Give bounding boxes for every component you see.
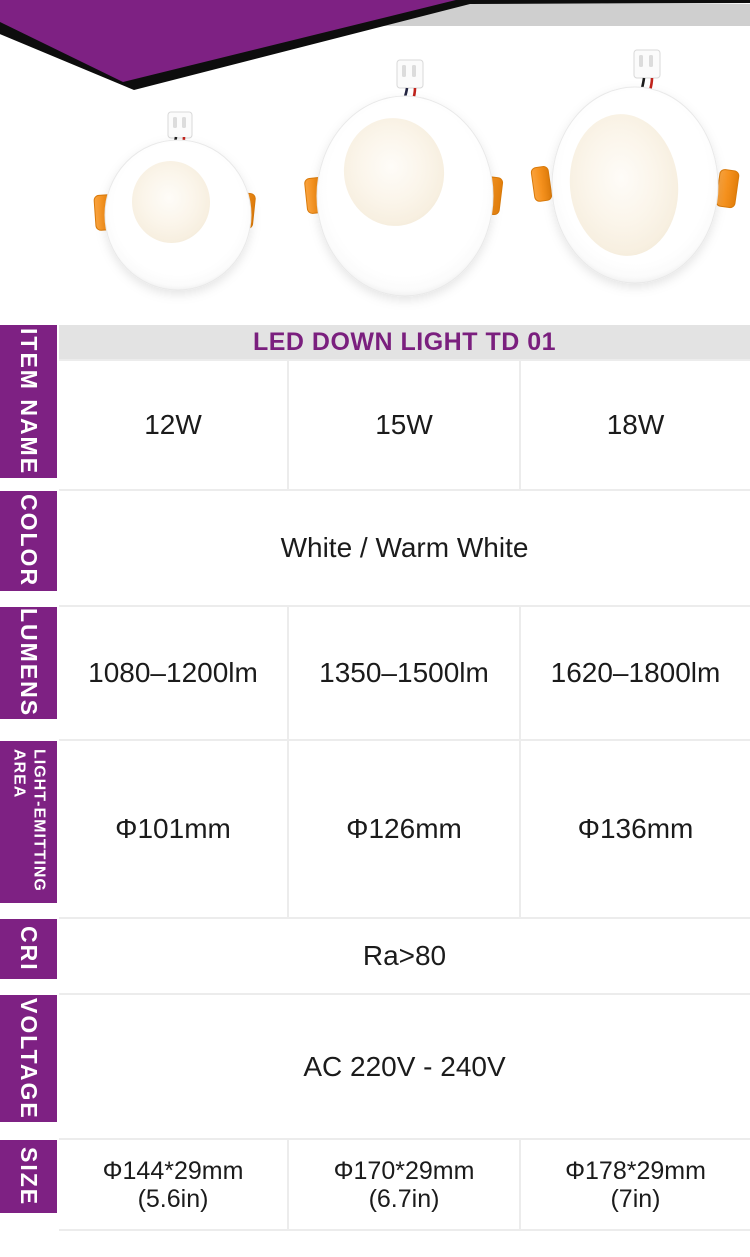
connector-slot bbox=[639, 55, 643, 67]
cell-size-18w: Φ178*29mm (7in) bbox=[521, 1140, 750, 1229]
label-cri-text: CRI bbox=[16, 926, 42, 972]
spring-clip-right bbox=[715, 169, 740, 209]
label-size: SIZE bbox=[0, 1140, 57, 1213]
downlight-18w-image bbox=[530, 49, 740, 284]
label-lumens-text: LUMENS bbox=[16, 608, 42, 718]
spec-grid: LED DOWN LIGHT TD 01 12W 15W 18W White /… bbox=[59, 325, 750, 1231]
connector-slot bbox=[402, 65, 406, 77]
size-inch: (5.6in) bbox=[137, 1184, 209, 1213]
connector-slot bbox=[412, 65, 416, 77]
cell-item-name-18w: 18W bbox=[521, 361, 750, 489]
cell-item-name-12w: 12W bbox=[59, 361, 287, 489]
spec-table: ITEM NAME COLOR LUMENS LIGHT-EMITTING AR… bbox=[0, 325, 750, 1231]
cell-lumens-18w: 1620–1800lm bbox=[521, 607, 750, 739]
size-mm: Φ144*29mm bbox=[102, 1156, 244, 1185]
cell-area-15w: Φ126mm bbox=[289, 741, 519, 917]
label-cri: CRI bbox=[0, 919, 57, 979]
size-inch: (7in) bbox=[610, 1184, 661, 1213]
product-title: LED DOWN LIGHT TD 01 bbox=[59, 325, 750, 359]
header-art bbox=[0, 0, 750, 330]
connector-icon bbox=[633, 49, 661, 79]
connector-icon bbox=[396, 59, 424, 89]
size-inch: (6.7in) bbox=[368, 1184, 440, 1213]
connector-slot bbox=[649, 55, 653, 67]
label-light-emitting-area: LIGHT-EMITTING AREA bbox=[0, 741, 57, 903]
size-mm: Φ170*29mm bbox=[333, 1156, 475, 1185]
cell-area-12w: Φ101mm bbox=[59, 741, 287, 917]
connector-icon bbox=[167, 111, 193, 139]
cell-lumens-12w: 1080–1200lm bbox=[59, 607, 287, 739]
label-item-name-text: ITEM NAME bbox=[16, 327, 42, 476]
cell-voltage-value: AC 220V - 240V bbox=[59, 995, 750, 1138]
cell-color-value: White / Warm White bbox=[59, 491, 750, 605]
cell-lumens-15w: 1350–1500lm bbox=[289, 607, 519, 739]
size-mm: Φ178*29mm bbox=[565, 1156, 706, 1185]
spec-label-column: ITEM NAME COLOR LUMENS LIGHT-EMITTING AR… bbox=[0, 325, 57, 1231]
header-art-svg bbox=[0, 0, 750, 297]
label-line-2: AREA bbox=[10, 749, 28, 799]
cell-item-name-15w: 15W bbox=[289, 361, 519, 489]
label-voltage-text: VOLTAGE bbox=[16, 997, 42, 1120]
banner-purple-ribbon bbox=[0, 0, 456, 82]
label-item-name: ITEM NAME bbox=[0, 325, 57, 478]
label-light-emitting-area-text: LIGHT-EMITTING AREA bbox=[9, 749, 49, 892]
cell-area-18w: Φ136mm bbox=[521, 741, 750, 917]
label-color-text: COLOR bbox=[16, 494, 42, 588]
cell-cri-value: Ra>80 bbox=[59, 919, 750, 993]
label-lumens: LUMENS bbox=[0, 607, 57, 719]
connector-slot bbox=[173, 117, 177, 128]
label-color: COLOR bbox=[0, 491, 57, 591]
downlight-face bbox=[569, 114, 679, 256]
downlight-face bbox=[131, 161, 211, 243]
cell-size-12w: Φ144*29mm (5.6in) bbox=[59, 1140, 287, 1229]
downlight-12w-image bbox=[93, 111, 256, 291]
downlight-face bbox=[343, 118, 445, 226]
spring-clip-left bbox=[530, 166, 553, 202]
label-line-1: LIGHT-EMITTING bbox=[30, 749, 48, 892]
label-size-text: SIZE bbox=[16, 1146, 42, 1207]
label-voltage: VOLTAGE bbox=[0, 995, 57, 1122]
downlight-15w-image bbox=[304, 59, 504, 297]
cell-size-15w: Φ170*29mm (6.7in) bbox=[289, 1140, 519, 1229]
connector-slot bbox=[182, 117, 186, 128]
